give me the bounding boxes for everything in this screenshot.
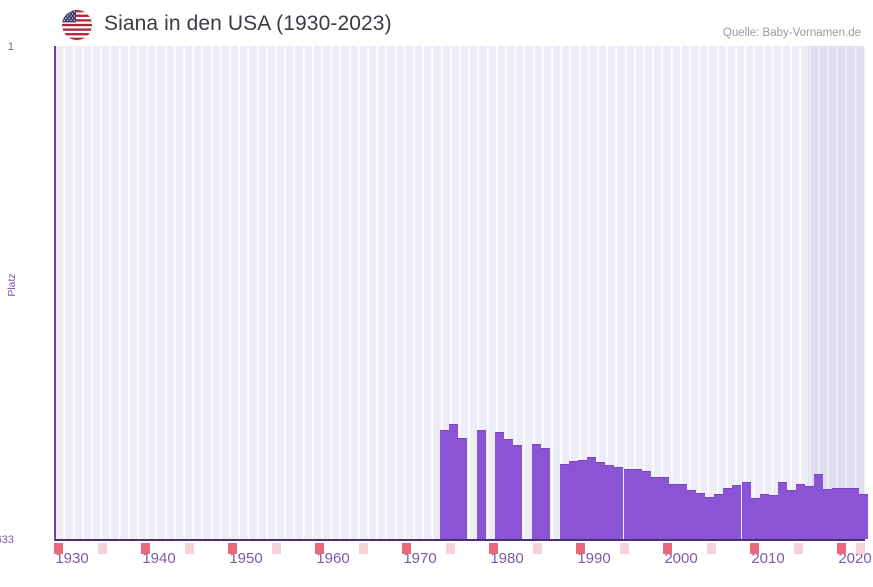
x-axis-tick-1930: 1930 <box>55 550 89 567</box>
bar-1994[interactable] <box>605 465 614 539</box>
bar-1997[interactable] <box>633 469 642 539</box>
axis-marker-13 <box>620 543 629 554</box>
axis-marker-6 <box>315 543 324 554</box>
x-axis-tick-2010: 2010 <box>751 550 785 567</box>
bar-2002[interactable] <box>678 484 687 539</box>
bar-1989[interactable] <box>560 464 569 539</box>
bar-2005[interactable] <box>705 497 714 539</box>
bar-2017[interactable] <box>814 474 823 539</box>
axis-marker-4 <box>228 543 237 554</box>
us-flag-icon <box>62 10 92 40</box>
bar-1998[interactable] <box>642 471 651 539</box>
axis-marker-14 <box>663 543 672 554</box>
bar-2013[interactable] <box>778 482 787 539</box>
bar-2004[interactable] <box>696 493 705 539</box>
bar-2014[interactable] <box>787 490 796 539</box>
bar-2016[interactable] <box>805 486 814 539</box>
bar-1980[interactable] <box>477 430 486 539</box>
bar-2009[interactable] <box>742 482 751 539</box>
y-axis-bottom-label: 17633 <box>0 534 14 546</box>
x-axis-tick-1960: 1960 <box>316 550 350 567</box>
bar-2000[interactable] <box>660 477 669 539</box>
axis-marker-11 <box>533 543 542 554</box>
axis-marker-7 <box>359 543 368 554</box>
axis-marker-1 <box>98 543 107 554</box>
bar-2012[interactable] <box>769 495 778 539</box>
bar-1987[interactable] <box>541 448 550 539</box>
axis-marker-12 <box>576 543 585 554</box>
bar-1977[interactable] <box>449 424 458 539</box>
axis-marker-15 <box>707 543 716 554</box>
axis-marker-0 <box>54 543 63 554</box>
bar-1996[interactable] <box>624 469 633 539</box>
bar-2015[interactable] <box>796 484 805 539</box>
bar-1990[interactable] <box>569 461 578 539</box>
bar-series <box>56 46 868 539</box>
axis-marker-19 <box>856 543 865 554</box>
x-axis-tick-1940: 1940 <box>142 550 176 567</box>
y-axis-top-label: 1 <box>7 41 14 53</box>
axis-marker-10 <box>489 543 498 554</box>
bar-1983[interactable] <box>504 439 513 539</box>
axis-marker-9 <box>446 543 455 554</box>
bar-2022[interactable] <box>859 494 868 539</box>
axis-marker-5 <box>272 543 281 554</box>
bar-1982[interactable] <box>495 432 504 539</box>
bar-1995[interactable] <box>614 467 623 539</box>
bar-2021[interactable] <box>850 488 859 539</box>
plot-area <box>54 46 868 541</box>
bar-2006[interactable] <box>714 494 723 539</box>
axis-marker-8 <box>402 543 411 554</box>
source-label: Quelle: Baby-Vornamen.de <box>722 27 861 39</box>
axis-decade-markers <box>54 543 865 554</box>
axis-marker-18 <box>837 543 846 554</box>
x-axis-tick-2020: 2020 <box>838 550 872 567</box>
x-axis-tick-1990: 1990 <box>577 550 611 567</box>
axis-marker-16 <box>750 543 759 554</box>
axis-marker-17 <box>794 543 803 554</box>
x-axis-tick-2000: 2000 <box>664 550 698 567</box>
bar-1999[interactable] <box>651 477 660 539</box>
x-axis-tick-1950: 1950 <box>229 550 263 567</box>
x-axis-tick-1970: 1970 <box>403 550 437 567</box>
bar-2020[interactable] <box>841 488 850 539</box>
bar-2018[interactable] <box>823 489 832 539</box>
bar-1991[interactable] <box>578 460 587 539</box>
axis-marker-2 <box>141 543 150 554</box>
bar-2010[interactable] <box>751 498 760 539</box>
x-axis-tick-1980: 1980 <box>490 550 524 567</box>
bar-2001[interactable] <box>669 484 678 539</box>
bar-1992[interactable] <box>587 457 596 539</box>
bar-2008[interactable] <box>732 485 741 539</box>
bar-1984[interactable] <box>513 445 522 539</box>
page-title: Siana in den USA (1930-2023) <box>104 12 392 35</box>
bar-1978[interactable] <box>458 438 467 539</box>
bar-1986[interactable] <box>532 444 541 539</box>
bar-2019[interactable] <box>832 488 841 539</box>
bar-2003[interactable] <box>687 490 696 539</box>
bar-2007[interactable] <box>723 488 732 539</box>
bar-1993[interactable] <box>596 462 605 539</box>
bar-1976[interactable] <box>440 430 449 539</box>
y-axis-title: Platz <box>6 273 18 297</box>
chart-header: Siana in den USA (1930-2023) Quelle: Bab… <box>0 0 873 46</box>
bar-2011[interactable] <box>760 494 769 539</box>
axis-marker-3 <box>185 543 194 554</box>
